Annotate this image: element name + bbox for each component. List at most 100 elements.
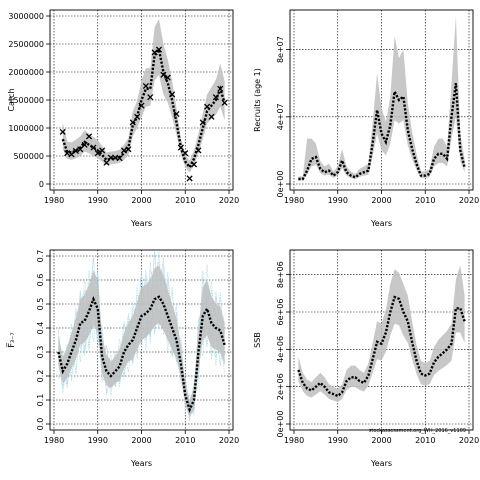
- panel-1: 1980 1990 2000 2010 2020 0 500000 1000000 150000…: [7, 9, 239, 228]
- observed-point-2: [68, 151, 75, 158]
- y-axis-label: Recruits (age 1): [253, 68, 262, 132]
- y-tick-label-6: 3000000: [8, 12, 44, 21]
- y-tick-label-0: 0: [39, 180, 44, 189]
- confidence-band: [298, 265, 465, 402]
- observed-point-8: [94, 150, 101, 157]
- observed-point-7: [90, 144, 97, 151]
- y-tick-label-3: 6e+06: [276, 299, 285, 326]
- y-tick-label-3: 0.3: [36, 346, 45, 359]
- observed-point-24: [164, 74, 171, 81]
- x-tick-label-0: 1980: [284, 196, 304, 205]
- y-axis-label: F̅₃₋₇: [6, 332, 16, 348]
- confidence-band: [298, 16, 465, 181]
- y-tick-label-5: 2500000: [8, 40, 44, 49]
- y-axis-label: SSB: [253, 332, 262, 348]
- estimate-line: [297, 295, 466, 398]
- x-tick-label-1: 1990: [88, 436, 108, 445]
- observed-point-16: [129, 119, 136, 126]
- panel-3: 1980 1990 2000 2010 2020 0.0 0.1 0.2 0.3 0.4 0.5 0.…: [6, 249, 239, 468]
- y-tick-label-4: 2000000: [8, 68, 44, 77]
- observed-point-30: [190, 161, 198, 168]
- observed-point-33: [204, 103, 211, 110]
- estimate-line: [61, 46, 226, 170]
- x-tick-label-4: 2020: [219, 196, 239, 205]
- y-tick-label-0: 0.0: [36, 418, 45, 431]
- y-tick-label-5: 0.5: [36, 298, 45, 311]
- y-tick-label-7: 0.7: [36, 250, 45, 263]
- x-tick-label-2: 2000: [131, 436, 151, 445]
- y-tick-label-2: 8e+07: [276, 36, 285, 63]
- observed-point-36: [217, 85, 224, 92]
- y-tick-label-4: 8e+06: [276, 261, 285, 288]
- y-tick-label-0: 0e+00: [276, 411, 285, 438]
- estimate-line: [298, 83, 466, 181]
- y-tick-label-2: 0.2: [36, 370, 45, 383]
- observed-point-14: [120, 147, 128, 154]
- observed-point-9: [99, 147, 106, 154]
- observed-point-4: [77, 146, 84, 153]
- observed-point-32: [199, 119, 206, 126]
- observed-point-1: [64, 150, 71, 157]
- y-tick-label-1: 0.1: [36, 394, 45, 407]
- panel-4: 1980 1990 2000 2010 2020 0e+00 2e+06 4e+06 6e+06…: [253, 249, 479, 468]
- x-axis-label: Years: [370, 459, 392, 468]
- observed-point-10: [103, 159, 110, 166]
- y-tick-label-2: 4e+06: [276, 336, 285, 363]
- y-axis-label: Catch: [7, 88, 16, 111]
- x-tick-label-2: 2000: [371, 436, 391, 445]
- observed-point-20: [147, 94, 154, 101]
- y-tick-label-3: 1500000: [8, 96, 44, 105]
- y-tick-label-1: 4e+07: [276, 103, 285, 130]
- y-tick-label-6: 0.6: [36, 274, 45, 287]
- x-tick-label-2: 2000: [371, 196, 391, 205]
- x-tick-label-1: 1990: [88, 196, 108, 205]
- x-tick-label-3: 2010: [175, 436, 195, 445]
- x-tick-label-1: 1990: [328, 196, 348, 205]
- x-tick-label-3: 2010: [415, 436, 435, 445]
- y-tick-label-4: 0.4: [36, 322, 45, 335]
- observed-point-3: [72, 147, 79, 155]
- observed-point-29: [186, 175, 193, 182]
- observed-point-21: [151, 49, 158, 56]
- panel-2: 1980 1990 2000 2010 2020 0e+00 4e+07 8e+07 Years…: [253, 9, 479, 228]
- estimate-line: [57, 295, 226, 413]
- x-tick-label-0: 1980: [44, 196, 64, 205]
- y-tick-label-0: 0e+00: [276, 171, 285, 198]
- confidence-band: [62, 18, 225, 173]
- x-tick-label-4: 2020: [459, 436, 479, 445]
- observed-point-19: [142, 82, 149, 90]
- observed-point-5: [81, 141, 88, 148]
- x-tick-label-4: 2020: [219, 436, 239, 445]
- observed-point-18: [138, 102, 145, 109]
- observed-point-15: [125, 146, 132, 153]
- observed-point-28: [182, 150, 189, 157]
- x-tick-label-1: 1990: [328, 436, 348, 445]
- x-axis-label: Years: [370, 219, 392, 228]
- observed-point-25: [169, 91, 176, 98]
- observed-point-6: [85, 133, 93, 140]
- footer-note: stockassessment.org_WH_2016_v1109: [369, 428, 466, 434]
- y-tick-label-2: 1000000: [8, 124, 44, 133]
- x-axis-label: Years: [130, 459, 152, 468]
- x-tick-label-4: 2020: [459, 196, 479, 205]
- observed-point-37: [221, 99, 228, 106]
- y-tick-label-1: 2e+06: [276, 373, 285, 400]
- observed-point-31: [195, 147, 202, 154]
- x-tick-label-2: 2000: [131, 196, 151, 205]
- x-tick-label-0: 1980: [44, 436, 64, 445]
- observed-point-26: [173, 110, 180, 118]
- observed-point-34: [208, 113, 215, 120]
- y-tick-label-1: 500000: [13, 152, 44, 161]
- x-tick-label-0: 1980: [284, 436, 304, 445]
- x-tick-label-3: 2010: [415, 196, 435, 205]
- observed-point-35: [212, 94, 219, 101]
- observed-point-13: [116, 155, 123, 162]
- observed-point-17: [134, 113, 141, 120]
- observed-point-23: [160, 71, 167, 78]
- observed-point-27: [177, 144, 184, 151]
- x-axis-label: Years: [130, 219, 152, 228]
- observed-point-22: [155, 46, 163, 53]
- x-tick-label-3: 2010: [175, 196, 195, 205]
- observed-point-0: [59, 128, 66, 135]
